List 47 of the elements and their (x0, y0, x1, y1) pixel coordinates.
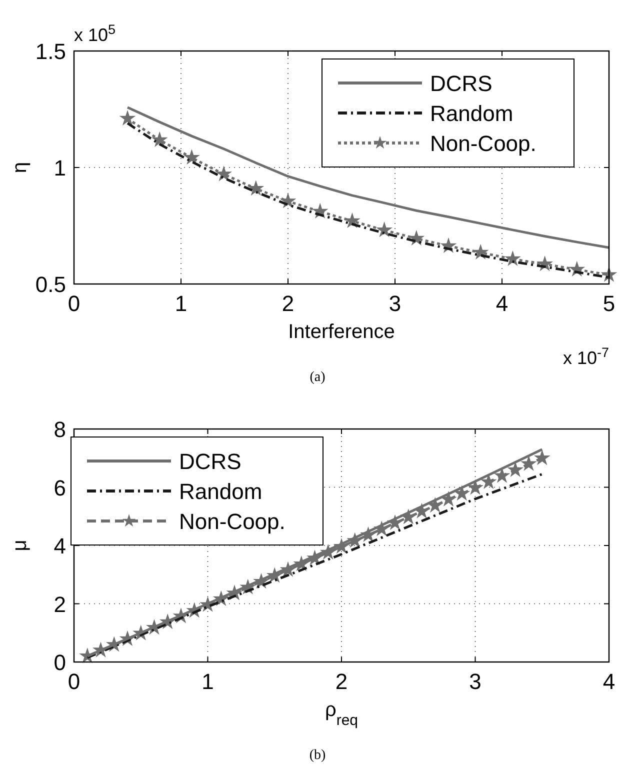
legend-label: Non-Coop. (179, 509, 286, 534)
point (494, 468, 510, 482)
point (481, 474, 496, 488)
point (248, 181, 264, 195)
point (508, 462, 523, 476)
point (184, 150, 199, 164)
x-axis-title: Interference (288, 321, 395, 343)
text: (b) (309, 748, 326, 763)
point (534, 450, 550, 464)
point (428, 498, 442, 512)
y-tick-label: 6 (54, 475, 66, 500)
point (506, 252, 520, 266)
point (120, 111, 135, 125)
y-tick-label: 8 (54, 417, 66, 442)
point (522, 456, 536, 470)
y-tick-label: 0 (54, 650, 66, 675)
point (377, 222, 392, 236)
point (216, 166, 231, 180)
y-tick-label: 1 (54, 156, 66, 180)
point (152, 132, 167, 146)
x-tick-label: 2 (335, 669, 348, 694)
legend-label: DCRS (430, 71, 492, 96)
text: x 10$^{-7}$ (562, 344, 609, 368)
point (454, 486, 470, 500)
y-tick-label: 2 (54, 592, 66, 617)
x-axis-title: ρ$_{req}$ (324, 699, 358, 728)
x-tick-label: 1 (174, 291, 188, 316)
x-tick-label: 3 (388, 291, 402, 316)
x-tick-label: 4 (602, 669, 616, 694)
y-tick-label: 1.5 (35, 39, 66, 64)
y-tick-label: 4 (54, 534, 66, 558)
point (468, 480, 482, 494)
y-axis-title: μ (9, 540, 31, 552)
x-tick-label: 5 (602, 291, 616, 316)
x-tick-label: 3 (469, 669, 482, 694)
legend-label: Non-Coop. (430, 131, 536, 156)
x-tick-label: 1 (202, 669, 214, 694)
legend-label: Random (179, 479, 262, 504)
x-tick-label: 2 (282, 291, 294, 316)
legend-label: DCRS (179, 449, 242, 474)
y-axis-title: η (9, 162, 31, 174)
text: x 10$^{5}$ (74, 22, 116, 45)
point (441, 492, 456, 506)
text: (a) (310, 370, 326, 385)
x-tick-label: 4 (496, 291, 508, 316)
legend-label: Random (430, 101, 514, 126)
y-tick-label: 0.5 (35, 272, 66, 297)
